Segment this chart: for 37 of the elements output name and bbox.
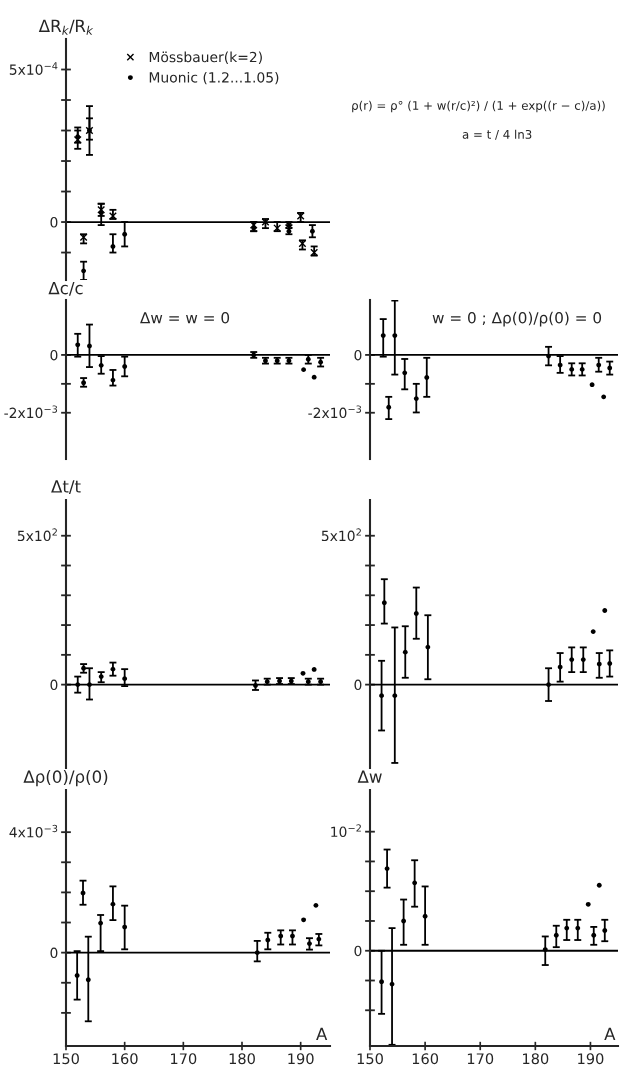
- x-tick-label: 170: [467, 1053, 494, 1065]
- y-tick-label: 4x10$^{−3}$: [9, 824, 58, 838]
- y-axis-title: Δρ(0)/ρ(0): [23, 770, 108, 787]
- annotation: Δw = w = 0: [140, 311, 230, 324]
- y-tick-label: 0: [354, 349, 362, 361]
- y-tick-label: 5x10$^{−4}$: [9, 62, 58, 75]
- y-tick-label: 5x10$^{2}$: [17, 528, 57, 542]
- text: a = t / 4 ln3: [462, 129, 532, 140]
- annotation: w = 0 ; Δρ(0)/ρ(0) = 0: [432, 311, 602, 327]
- y-tick-label: 0: [50, 679, 58, 691]
- y-axis-title: Δw: [357, 770, 382, 783]
- y-tick-label: 5x10$^{2}$: [321, 528, 361, 542]
- x-tick-label: 160: [412, 1053, 439, 1065]
- x-tick-label: 150: [357, 1053, 383, 1065]
- x-tick-label: 180: [523, 1053, 549, 1065]
- y-tick-label: 0: [354, 945, 362, 957]
- text: ρ(r) = ρ° (1 + w(r/c)²) / (1 + exp((r − c)/a)): [352, 100, 605, 113]
- x-axis-title: A: [316, 1027, 328, 1040]
- y-tick-label: 0: [50, 349, 58, 361]
- y-tick-label: 10$^{−2}$: [331, 824, 361, 838]
- x-axis-title: A: [604, 1027, 616, 1040]
- x-tick-label: 190: [578, 1053, 604, 1065]
- x-tick-label: 190: [288, 1053, 314, 1065]
- y-tick-label: 0: [50, 217, 58, 228]
- x-tick-label: 160: [112, 1053, 138, 1065]
- y-axis-title: Δc/c: [48, 282, 83, 296]
- x-tick-label: 150: [53, 1053, 79, 1065]
- y-axis-title: ΔR$_{k}$/R$_{k}$: [38, 19, 94, 35]
- y-tick-label: -2x10$^{−3}$: [308, 405, 362, 419]
- legend-label: Muonic (1.2...1.05): [149, 71, 279, 85]
- legend-label: Mössbauer(k=2): [149, 51, 262, 64]
- y-tick-label: -2x10$^{−3}$: [4, 405, 58, 419]
- y-tick-label: 0: [50, 947, 58, 959]
- x-tick-label: 180: [229, 1053, 255, 1065]
- y-tick-label: 0: [354, 679, 362, 691]
- y-axis-title: Δt/t: [51, 480, 81, 495]
- x-tick-label: 170: [171, 1053, 197, 1065]
